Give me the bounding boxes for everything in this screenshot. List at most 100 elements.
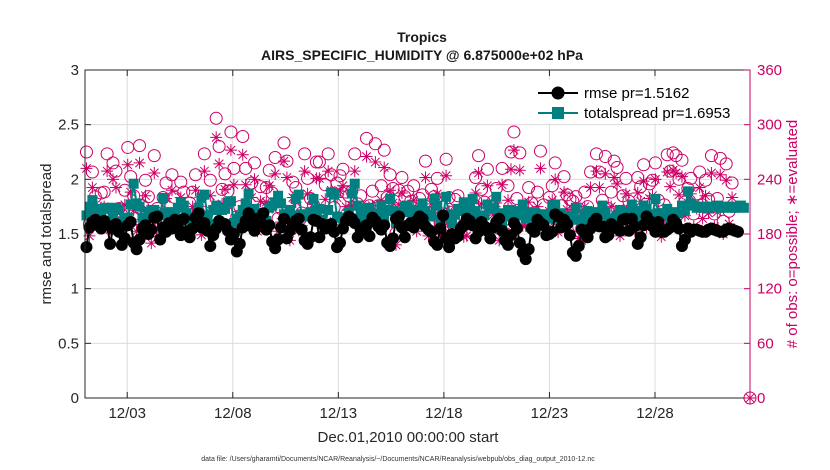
rmse-point — [263, 219, 276, 232]
obs-evaluated-point — [504, 163, 517, 176]
obs-evaluated-point — [263, 179, 276, 192]
obs-possible-point — [186, 185, 200, 199]
totalspread-point — [96, 210, 107, 221]
obs-possible-point — [604, 185, 618, 199]
totalspread-point — [488, 203, 499, 214]
totalspread-point — [420, 206, 431, 217]
obs-evaluated-point — [133, 156, 146, 169]
rmse-point — [634, 231, 647, 244]
totalspread-point — [517, 199, 528, 210]
obs-evaluated-point — [395, 187, 408, 199]
obs-evaluated-point — [165, 184, 178, 197]
legend: rmse pr=1.5162 totalspread pr=1.6953 — [532, 79, 737, 124]
x-tick-label: 12/18 — [425, 405, 463, 422]
obs-evaluated-point — [487, 208, 500, 221]
obs-evaluated-point — [693, 181, 706, 194]
totalspread-point — [650, 194, 661, 205]
rmse-point — [569, 249, 582, 262]
rmse-point — [443, 241, 456, 254]
y-tick-label: 0.5 — [58, 335, 79, 352]
obs-possible-point — [648, 156, 662, 170]
totalspread-point — [659, 209, 670, 220]
obs-evaluated-point — [599, 167, 612, 180]
rmse-point — [363, 230, 376, 243]
totalspread-point — [458, 197, 469, 208]
rmse-point — [292, 212, 305, 225]
chart-title: Tropics — [397, 29, 447, 45]
totalspread-point — [382, 204, 393, 215]
legend-spread-marker — [552, 107, 564, 119]
obs-evaluated-point — [678, 209, 691, 222]
obs-evaluated-point — [86, 181, 99, 194]
obs-possible-point — [368, 137, 382, 151]
obs-evaluated-point — [369, 156, 382, 169]
obs-evaluated-point — [507, 144, 520, 157]
rmse-point — [277, 212, 290, 225]
rmse-point — [272, 233, 285, 246]
totalspread-point — [612, 210, 623, 221]
totalspread-point — [202, 210, 213, 221]
obs-evaluated-point — [720, 174, 733, 187]
rmse-point — [227, 228, 240, 240]
obs-evaluated-point — [345, 199, 358, 212]
obs-possible-point — [248, 156, 262, 170]
totalspread-point — [647, 209, 658, 220]
totalspread-point — [220, 203, 231, 214]
rmse-point — [628, 220, 641, 233]
y-right-tick-label: 120 — [757, 281, 782, 298]
obs-evaluated-point — [375, 194, 388, 207]
totalspread-point — [632, 206, 643, 217]
y-tick-label: 3 — [71, 62, 79, 79]
obs-possible-point — [106, 156, 120, 170]
totalspread-point — [108, 209, 119, 220]
obs-possible-point — [79, 145, 93, 159]
totalspread-point — [158, 192, 169, 203]
obs-evaluated-point — [631, 187, 644, 199]
rmse-point — [248, 224, 261, 237]
totalspread-point — [449, 209, 460, 220]
rmse-point — [510, 222, 523, 235]
obs-possible-point — [704, 149, 718, 163]
rmse-point — [333, 236, 346, 249]
obs-possible-point — [598, 150, 612, 164]
obs-evaluated-point — [593, 181, 606, 194]
rmse-point — [233, 237, 246, 250]
obs-evaluated-point — [558, 186, 571, 199]
obs-evaluated-point — [298, 165, 311, 178]
x-axis: 12/03 12/08 12/13 12/18 12/23 12/28 — [108, 70, 674, 422]
y-right-tick-label: 60 — [757, 335, 774, 352]
obs-possible-point — [510, 191, 524, 205]
obs-possible-point — [548, 156, 562, 170]
totalspread-point — [417, 198, 428, 209]
totalspread-point — [544, 213, 555, 224]
totalspread-point — [385, 194, 396, 205]
obs-evaluated-point — [118, 198, 131, 211]
obs-possible-point — [395, 171, 409, 185]
obs-evaluated-point — [531, 200, 544, 213]
totalspread-point — [600, 207, 611, 218]
obs-possible-point — [504, 145, 518, 159]
obs-possible-point — [277, 136, 291, 150]
y-tick-label: 1.5 — [58, 226, 79, 243]
obs-possible-point — [407, 179, 421, 193]
obs-possible-point — [607, 154, 621, 168]
totalspread-point — [505, 204, 516, 215]
obs-evaluated-point — [522, 196, 535, 209]
totalspread-point — [166, 207, 177, 218]
obs-possible-point — [569, 190, 583, 204]
obs-evaluated-point — [661, 166, 674, 179]
obs-evaluated-point — [407, 194, 420, 207]
rmse-series — [80, 207, 744, 266]
rmse-point — [151, 210, 164, 223]
obs-possible-point — [268, 150, 282, 164]
obs-evaluated-point — [496, 178, 509, 191]
rmse-point — [392, 210, 405, 223]
totalspread-point — [225, 196, 236, 207]
y-tick-label: 1 — [71, 281, 79, 298]
obs-evaluated-point — [608, 171, 621, 184]
obs-possible-point — [418, 154, 432, 168]
rmse-point — [572, 240, 585, 253]
rmse-point — [387, 232, 400, 245]
obs-evaluated-point — [611, 177, 624, 190]
totalspread-point — [87, 195, 98, 206]
